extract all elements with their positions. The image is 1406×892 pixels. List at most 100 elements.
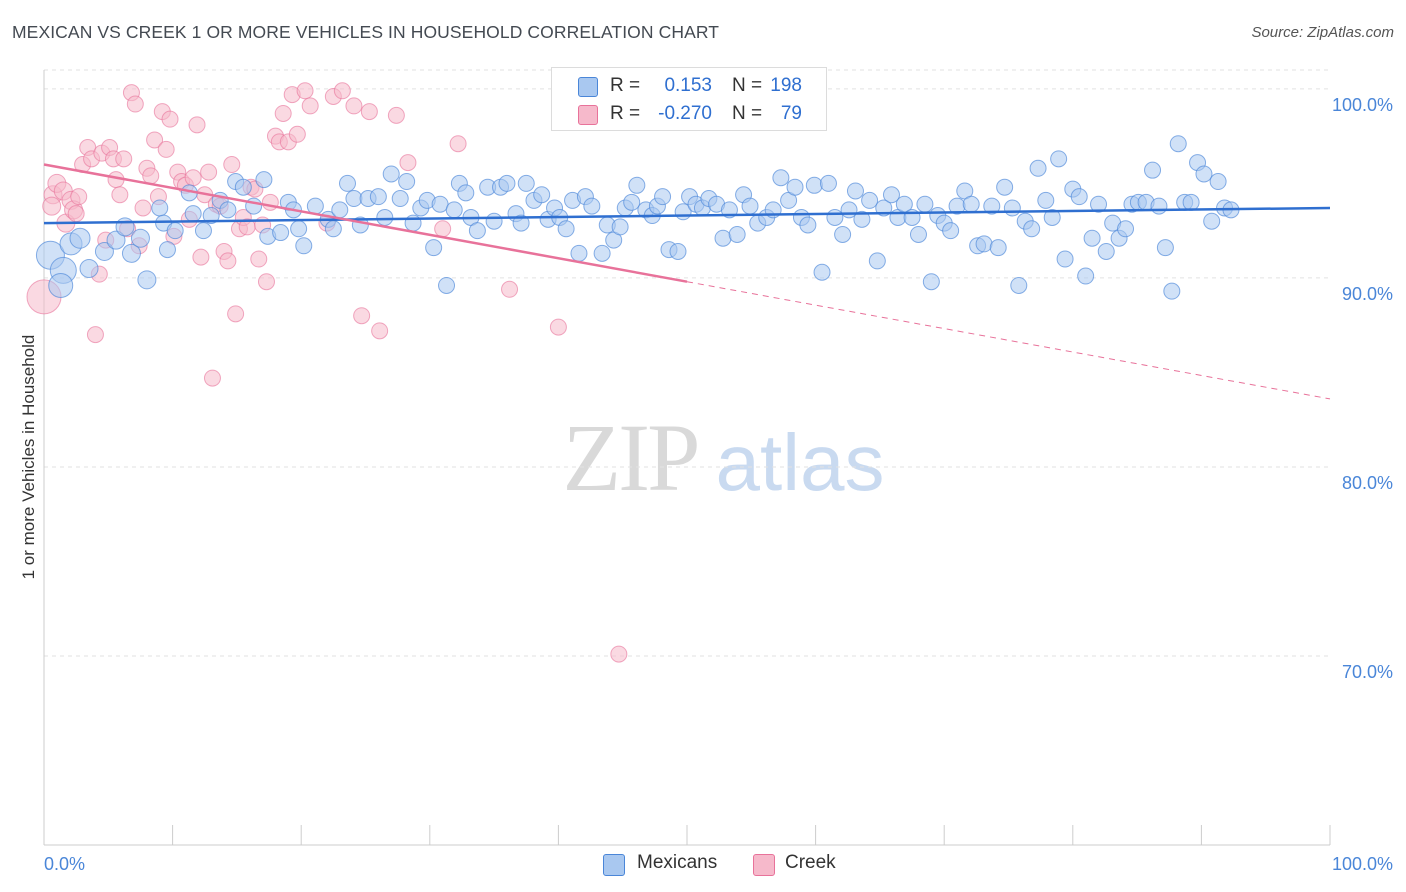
legend-r-value: 0.153 [664, 75, 712, 96]
mexican-point [714, 229, 732, 247]
creek-point [86, 326, 104, 344]
mexican-point [962, 195, 980, 213]
mexican-point [202, 207, 220, 225]
creek-point [296, 82, 314, 100]
creek-point [200, 163, 218, 181]
legend-swatch-pink [578, 105, 598, 125]
creek-point [301, 97, 319, 115]
creek-point [610, 645, 628, 663]
mexican-point [1090, 195, 1108, 213]
y-tick-label: 90.0% [1342, 284, 1393, 304]
creek-point [250, 250, 268, 268]
legend-swatch-blue [603, 854, 625, 876]
mexican-point [557, 220, 575, 238]
mexican-point [115, 217, 135, 237]
mexican-point [593, 244, 611, 262]
watermark-atlas: atlas [716, 418, 885, 507]
x-tick-label: 100.0% [1332, 854, 1393, 874]
mexican-point [1156, 239, 1174, 257]
mexican-point [846, 182, 864, 200]
mexican-point [989, 239, 1007, 257]
creek-point [371, 322, 389, 340]
mexican-point [570, 244, 588, 262]
mexican-point [219, 201, 237, 219]
mexican-point [628, 176, 646, 194]
creek-point [333, 82, 351, 100]
creek-point [188, 116, 206, 134]
mexican-point [1003, 199, 1021, 217]
mexican-point [1117, 220, 1135, 238]
mexican-point [1056, 250, 1074, 268]
mexican-point [79, 258, 99, 278]
creek-point [203, 369, 221, 387]
mexican-point [194, 222, 212, 240]
mexican-point [623, 193, 641, 211]
mexican-point [158, 241, 176, 259]
mexican-point [1037, 191, 1055, 209]
creek-point [223, 156, 241, 174]
creek-point [42, 196, 62, 216]
mexican-point [345, 190, 363, 208]
mexican-point [533, 186, 551, 204]
mexican-point [728, 225, 746, 243]
legend-row-mexicans: R = 0.153 N = 198 [552, 72, 826, 100]
creek-point [387, 106, 405, 124]
mexican-point [151, 199, 169, 217]
mexican-point [166, 222, 184, 240]
legend-label-creek: Creek [785, 852, 836, 873]
mexican-point [909, 225, 927, 243]
creek-point [192, 248, 210, 266]
creek-trend-line [43, 163, 688, 283]
mexican-point [457, 184, 475, 202]
mexican-point [295, 237, 313, 255]
legend-n-value: 198 [770, 75, 802, 96]
mexican-point [1083, 229, 1101, 247]
mexican-point [1023, 220, 1041, 238]
mexican-point [512, 214, 530, 232]
mexican-point [130, 228, 150, 248]
watermark-zip: ZIP [563, 404, 698, 511]
mexican-point [338, 174, 356, 192]
mexican-point [431, 195, 449, 213]
mexican-point [234, 178, 252, 196]
mexican-point [324, 220, 342, 238]
mexican-point [331, 201, 349, 219]
creek-point [111, 186, 129, 204]
mexican-point [826, 208, 844, 226]
mexican-point [1182, 193, 1200, 211]
mexican-point [1050, 150, 1068, 168]
mexican-point [922, 273, 940, 291]
chart-title: MEXICAN VS CREEK 1 OR MORE VEHICLES IN H… [12, 22, 720, 42]
mexican-point [369, 188, 387, 206]
mexican-point [983, 197, 1001, 215]
mexican-point [255, 171, 273, 189]
mexican-point [1144, 161, 1162, 179]
legend-n-label: N = [732, 75, 763, 96]
mexican-point [583, 197, 601, 215]
mexican-point [1077, 267, 1095, 285]
source-label: Source: ZipAtlas.com [1251, 24, 1394, 41]
mexican-point [290, 220, 308, 238]
mexican-point [654, 188, 672, 206]
mexican-point [391, 190, 409, 208]
mexican-point [485, 212, 503, 230]
mexican-point [517, 174, 535, 192]
x-tick-label: 0.0% [44, 854, 85, 874]
creek-point [161, 110, 179, 128]
legend-row-creek: R = -0.270 N = 79 [552, 100, 826, 128]
legend-swatch-blue [578, 77, 598, 97]
mexican-point [94, 241, 114, 261]
mexican-point [861, 191, 879, 209]
mexican-point [1163, 282, 1181, 300]
creek-point [67, 205, 85, 223]
creek-point [134, 199, 152, 217]
mexican-point [1010, 276, 1028, 294]
mexican-point [106, 230, 126, 250]
creek-point [449, 135, 467, 153]
creek-point [274, 104, 292, 122]
creek-point [549, 318, 567, 336]
mexican-point [1169, 135, 1187, 153]
creek-trend-extension [686, 281, 1331, 400]
mexican-point [69, 227, 91, 249]
